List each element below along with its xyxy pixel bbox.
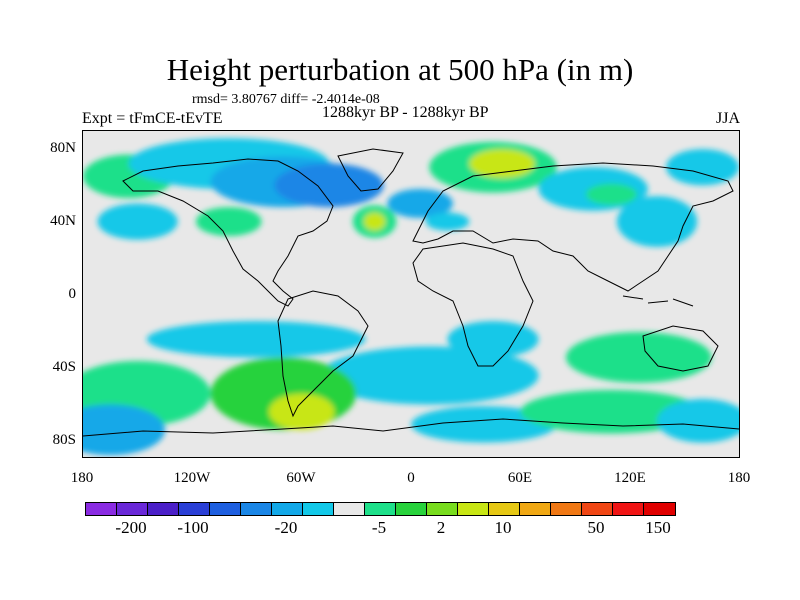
anomaly-region (363, 212, 386, 231)
anomaly-region (411, 406, 557, 443)
colorbar-box (334, 503, 365, 515)
lon-label-0: 0 (407, 470, 415, 486)
colorbar-label: -5 (371, 518, 387, 537)
colorbar-label: 50 (587, 518, 605, 537)
colorbar-box (613, 503, 644, 515)
colorbar-label: 150 (645, 518, 671, 537)
colorbar-box (272, 503, 303, 515)
colorbar-box (210, 503, 241, 515)
anomaly-region (565, 332, 712, 383)
coastline-indonesia (622, 295, 694, 307)
anomaly-region (666, 149, 739, 186)
colorbar-box (551, 503, 582, 515)
map-canvas (83, 131, 739, 457)
anomaly-region (425, 212, 470, 231)
coastline-greenland (337, 148, 404, 192)
colorbar-label: -200 (115, 518, 147, 537)
lon-label-180e: 180 (727, 470, 751, 486)
coastline-north-america (122, 158, 334, 307)
anomaly-region (657, 399, 739, 443)
colorbar-box (117, 503, 148, 515)
anomaly-region (585, 183, 637, 206)
period-label: 1288kyr BP - 1288kyr BP (322, 104, 489, 121)
lon-label-60w: 60W (286, 470, 316, 486)
anomaly-region (520, 389, 703, 434)
colorbar-label: -100 (177, 518, 209, 537)
anomaly-region (616, 196, 698, 247)
lon-label-180w: 180 (70, 470, 94, 486)
map-panel (82, 130, 740, 458)
colorbar-box (520, 503, 551, 515)
colorbar-box (86, 503, 117, 515)
coastline-africa (412, 242, 534, 367)
colorbar-box (644, 503, 675, 515)
anomaly-region (83, 404, 165, 456)
experiment-label: Expt = tFmCE-tEvTE (82, 110, 223, 127)
anomaly-region (97, 203, 178, 240)
lon-label-120w: 120W (173, 470, 211, 486)
lat-label-40n: 40N (50, 213, 76, 229)
season-label: JJA (716, 110, 741, 127)
colorbar-box (458, 503, 489, 515)
lat-label-40s: 40S (52, 359, 76, 375)
plot-title: Height perturbation at 500 hPa (in m) (166, 52, 634, 87)
lon-label-60e: 60E (507, 470, 533, 486)
stats-line: rmsd= 3.80767 diff= -2.4014e-08 (192, 92, 380, 107)
anomaly-region (146, 321, 366, 358)
colorbar-box (582, 503, 613, 515)
colorbar-box (427, 503, 458, 515)
colorbar-box (148, 503, 179, 515)
colorbar-box (365, 503, 396, 515)
colorbar-box (241, 503, 272, 515)
anomaly-region (387, 188, 453, 218)
lat-label-80s: 80S (52, 432, 76, 448)
lat-label-0: 0 (68, 286, 77, 302)
colorbar (85, 502, 676, 516)
colorbar-label: 2 (436, 518, 446, 537)
coastline-australia (642, 325, 719, 372)
colorbar-box (303, 503, 334, 515)
colorbar-box (489, 503, 520, 515)
anomaly-region (274, 163, 384, 208)
colorbar-label: 10 (494, 518, 512, 537)
anomaly-region (195, 207, 262, 237)
colorbar-label: -20 (274, 518, 298, 537)
anomaly-region (447, 321, 539, 358)
lon-label-120e: 120E (614, 470, 646, 486)
coastline-eurasia (412, 162, 734, 292)
colorbar-box (179, 503, 210, 515)
anomaly-region (469, 149, 535, 179)
anomaly-region (268, 393, 335, 430)
coastline-antarctica (83, 418, 739, 437)
colorbar-box (396, 503, 427, 515)
coastline-south-america (277, 290, 369, 418)
anomaly-region (319, 346, 539, 405)
lat-label-80n: 80N (50, 140, 76, 156)
